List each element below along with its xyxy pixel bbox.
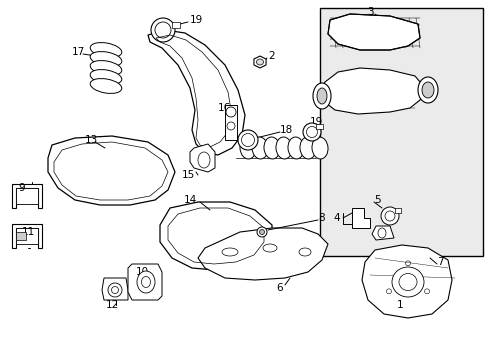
- Ellipse shape: [198, 152, 209, 168]
- Text: 15: 15: [181, 170, 194, 180]
- Ellipse shape: [251, 137, 267, 159]
- Text: 13: 13: [85, 135, 98, 145]
- Ellipse shape: [391, 267, 423, 297]
- Ellipse shape: [225, 107, 236, 117]
- Polygon shape: [253, 56, 265, 68]
- Bar: [224, 105, 237, 140]
- Ellipse shape: [90, 69, 122, 85]
- Text: 17: 17: [72, 47, 85, 57]
- Bar: [172, 22, 180, 28]
- Ellipse shape: [90, 42, 122, 58]
- Text: 6: 6: [276, 283, 283, 293]
- Text: 3: 3: [366, 7, 373, 17]
- Text: 16: 16: [217, 103, 230, 113]
- Polygon shape: [351, 208, 369, 228]
- Ellipse shape: [257, 227, 266, 237]
- Ellipse shape: [137, 271, 155, 293]
- Ellipse shape: [240, 137, 256, 159]
- Text: 2: 2: [267, 51, 274, 61]
- Bar: [16, 188, 38, 204]
- Ellipse shape: [299, 137, 315, 159]
- Ellipse shape: [151, 18, 175, 42]
- Ellipse shape: [377, 228, 385, 238]
- Text: 8: 8: [317, 213, 324, 223]
- Text: 1: 1: [396, 300, 403, 310]
- Ellipse shape: [108, 283, 122, 297]
- Polygon shape: [160, 202, 271, 270]
- Ellipse shape: [90, 78, 122, 94]
- Text: 7: 7: [436, 257, 443, 267]
- Ellipse shape: [417, 77, 437, 103]
- Ellipse shape: [384, 211, 394, 221]
- Polygon shape: [327, 14, 419, 50]
- Bar: [16, 228, 38, 244]
- Ellipse shape: [238, 130, 258, 150]
- Text: 9: 9: [19, 183, 25, 193]
- Ellipse shape: [275, 137, 291, 159]
- Ellipse shape: [256, 59, 263, 65]
- Bar: [315, 124, 323, 129]
- Text: 5: 5: [373, 195, 380, 205]
- Polygon shape: [371, 226, 393, 240]
- Bar: [319, 8, 482, 256]
- Ellipse shape: [311, 137, 327, 159]
- Polygon shape: [190, 144, 215, 172]
- Polygon shape: [148, 30, 244, 155]
- Text: 19: 19: [190, 15, 203, 25]
- Polygon shape: [128, 264, 162, 300]
- Text: 19: 19: [309, 117, 323, 127]
- Ellipse shape: [287, 137, 304, 159]
- Bar: [16, 232, 26, 240]
- Ellipse shape: [316, 88, 326, 104]
- Text: 10: 10: [135, 267, 148, 277]
- Ellipse shape: [380, 207, 398, 225]
- Polygon shape: [102, 278, 128, 300]
- Polygon shape: [12, 224, 42, 248]
- Polygon shape: [48, 136, 175, 205]
- Ellipse shape: [90, 51, 122, 67]
- Polygon shape: [12, 184, 42, 208]
- Text: 18: 18: [280, 125, 293, 135]
- Ellipse shape: [226, 122, 235, 130]
- Text: 11: 11: [22, 227, 35, 237]
- Ellipse shape: [421, 82, 433, 98]
- Polygon shape: [198, 228, 327, 280]
- Ellipse shape: [312, 83, 330, 109]
- Ellipse shape: [264, 137, 280, 159]
- Text: 12: 12: [105, 300, 119, 310]
- Polygon shape: [319, 68, 424, 114]
- Ellipse shape: [90, 60, 122, 76]
- Ellipse shape: [303, 123, 320, 141]
- Text: 4: 4: [333, 213, 339, 223]
- Polygon shape: [361, 245, 451, 318]
- Ellipse shape: [259, 230, 264, 234]
- Bar: [394, 208, 400, 213]
- Text: 14: 14: [183, 195, 196, 205]
- Ellipse shape: [155, 22, 171, 38]
